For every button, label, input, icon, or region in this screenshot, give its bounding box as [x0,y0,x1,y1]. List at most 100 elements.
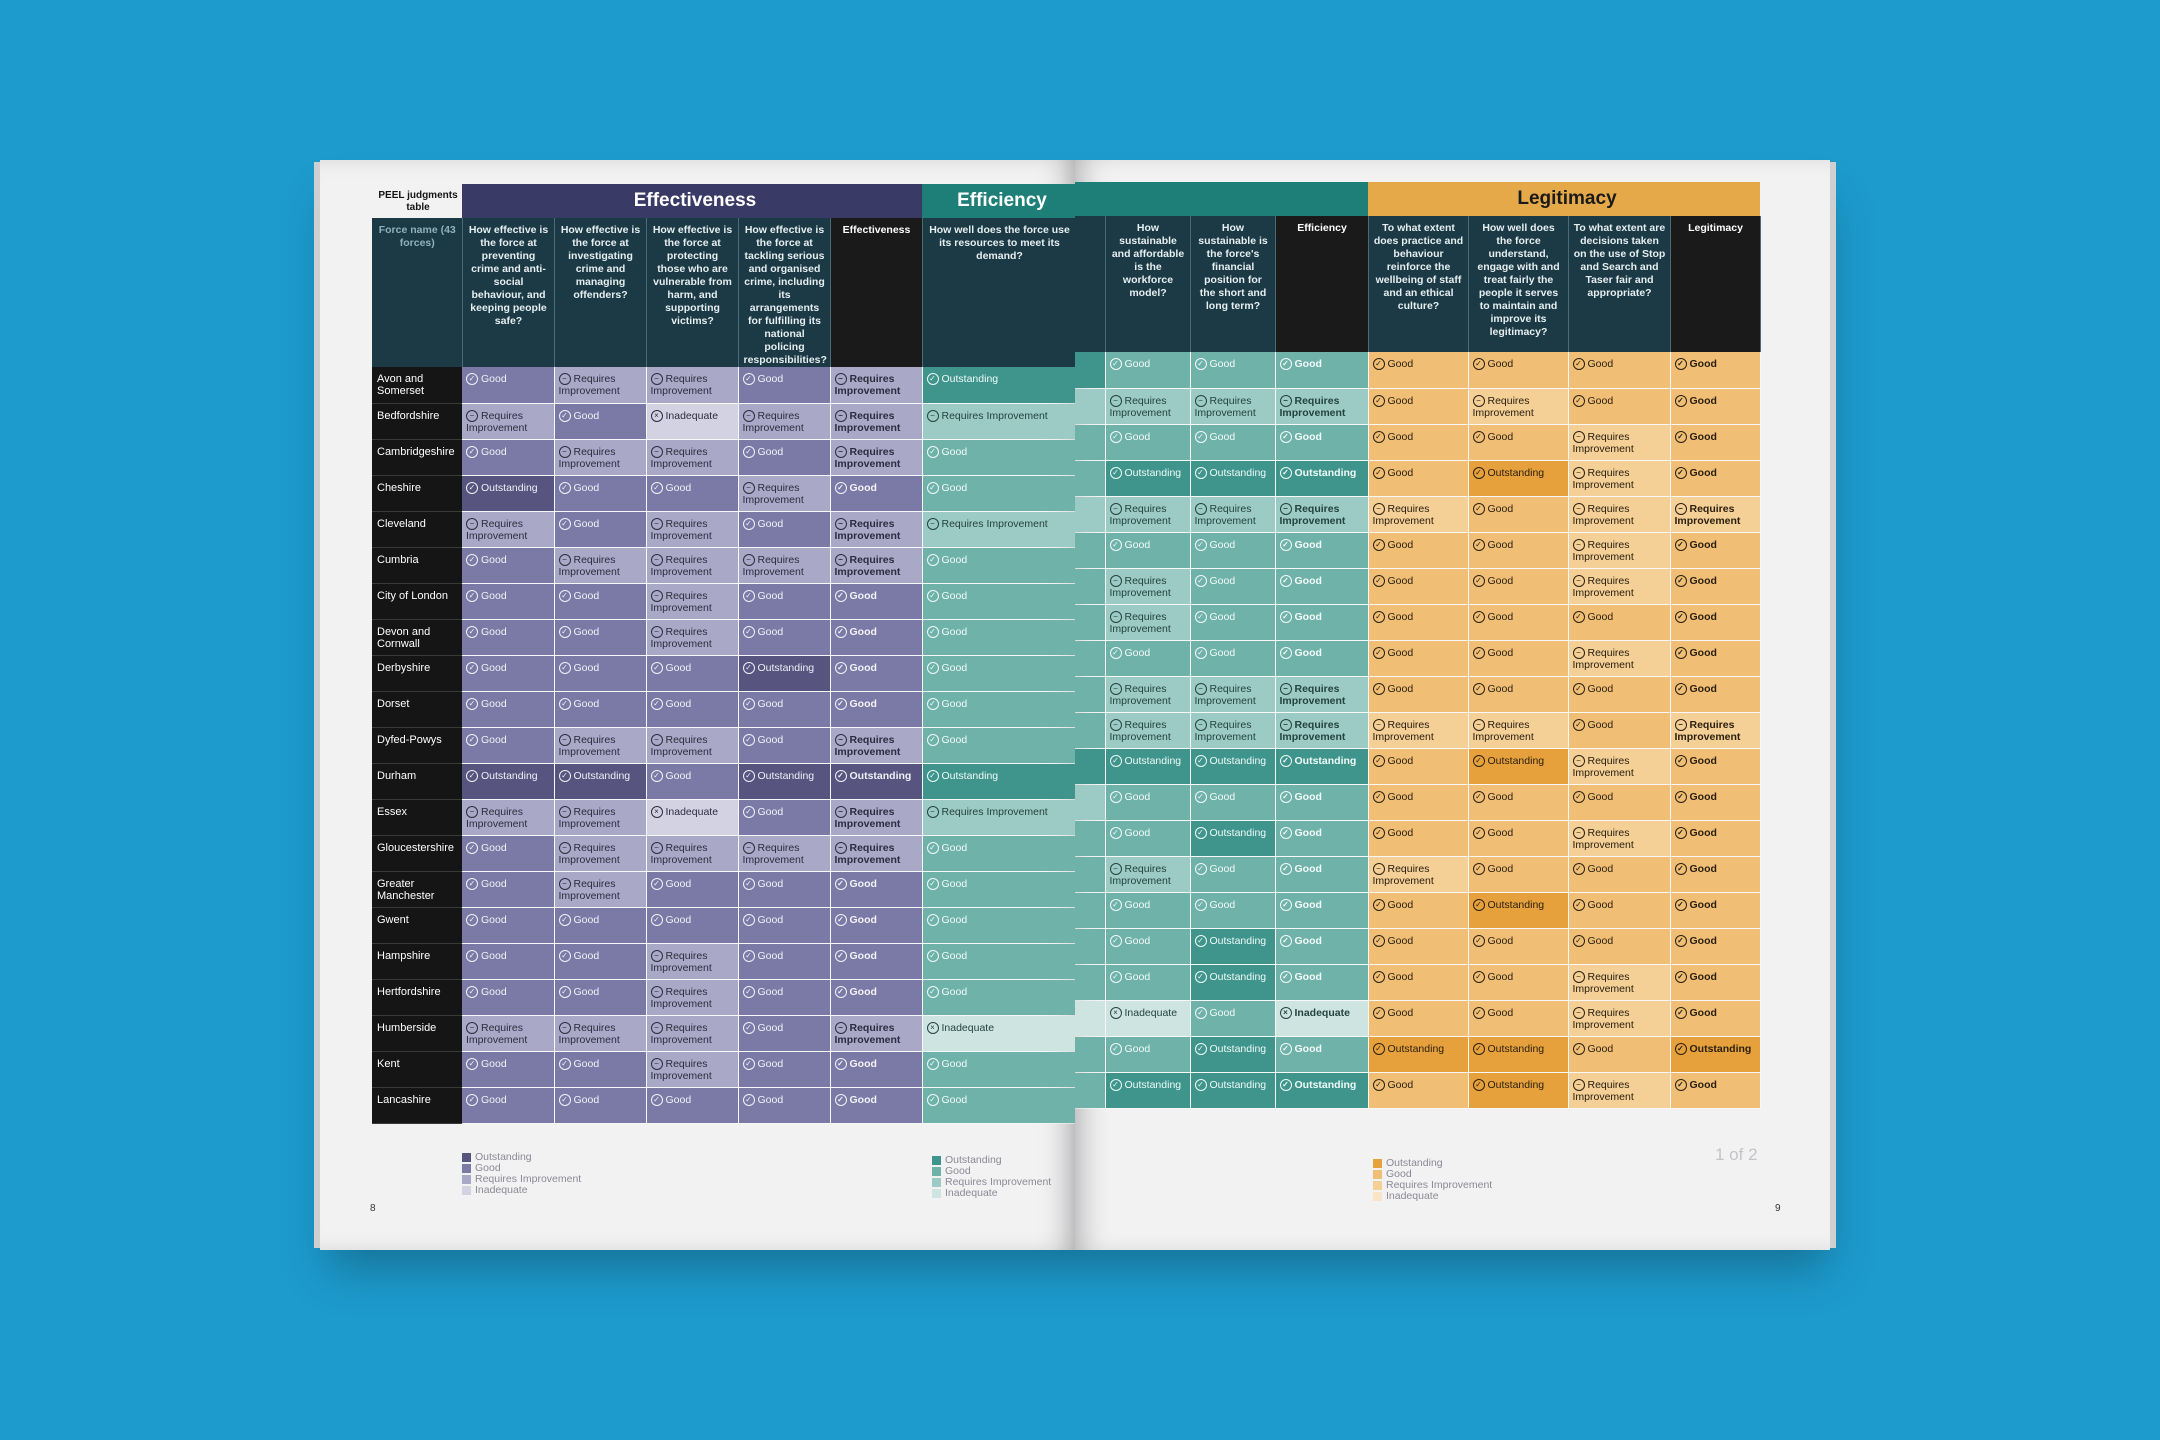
judgment-label: Good [1294,826,1322,839]
force-name: Durham [372,763,462,800]
judgment-icon: ✓ [1472,934,1485,947]
judgment-cell: ✓ Good [554,583,647,620]
question-effi-3: How sustainable is the force's financial… [1190,216,1276,352]
judgment-label: Good [481,733,507,746]
gutter-cell [1075,604,1106,641]
judgment-label: Good [849,913,877,926]
judgment-label: Good [1689,430,1717,443]
judgment-icon: ✓ [1674,1078,1687,1091]
judgment-icon: ✓ [1472,466,1485,479]
judgment-icon: ✓ [926,625,939,638]
judgment-icon: − [1109,682,1122,695]
judgment-icon: ✓ [466,697,478,710]
judgment-icon: ✓ [1572,1042,1585,1055]
judgment-label: Good [757,517,784,530]
question-eff-3: How effective is the force at protecting… [646,218,739,367]
judgment-label: Good [481,877,507,890]
judgment-icon: ✓ [466,733,478,746]
judgment-icon: ✓ [1372,394,1385,407]
gutter-cell [1075,532,1106,569]
legend-item: Inadequate [932,1188,1051,1199]
judgment-cell: ✓ Good [738,799,831,836]
judgment-cell: ✓ Good [1368,1000,1469,1037]
legend-item: Inadequate [462,1185,581,1196]
judgment-label: Requires Improvement [558,553,620,578]
judgment-cell: × Inadequate [1105,1000,1191,1037]
judgment-label: Good [481,553,507,566]
judgment-cell: ✓ Good [1368,352,1469,389]
judgment-icon: ✓ [1109,466,1122,479]
judgment-cell: ✓ Outstanding [1190,1072,1276,1109]
judgment-label: Good [573,985,600,998]
judgment-icon: − [1279,682,1292,695]
judgment-cell: ✓ Good [1468,604,1569,641]
legend-item: Good [932,1166,1051,1177]
judgment-label: Good [941,949,968,962]
judgment-label: Good [1487,790,1514,803]
judgment-icon: ✓ [1194,466,1207,479]
question-eff-2: How effective is the force at investigat… [554,218,647,367]
judgment-icon: × [650,409,663,422]
judgment-cell: ✓ Good [1105,820,1191,857]
page-indicator: 1 of 2 [1715,1145,1758,1164]
band-efficiency: Efficiency [922,184,1075,218]
judgment-cell: ✓ Good [1368,1072,1469,1109]
judgment-icon: ✓ [742,1021,755,1034]
judgment-cell: ✓ Good [830,1051,923,1088]
judgment-icon: ✓ [558,517,571,530]
judgment-cell: − Requires Improvement [646,547,739,584]
judgment-icon: ✓ [742,661,755,674]
judgment-label: Requires Improvement [650,985,712,1010]
judgment-cell: − Requires Improvement [554,727,647,764]
judgment-label: Good [1387,430,1414,443]
table-row: − Requires Improvement − Requires Improveme… [1075,496,1761,533]
judgment-icon: ✓ [1472,1042,1485,1055]
judgment-cell: ✓ Good [1368,748,1469,785]
judgment-cell: ✓ Good [1468,676,1569,713]
judgment-icon: − [1472,394,1485,407]
judgment-label: Good [1387,826,1414,839]
judgment-label: Good [1587,1042,1614,1055]
right-page: Legitimacy How sustainable and affordabl… [1075,160,1830,1250]
judgment-cell: ✓ Good [1670,892,1761,929]
gutter-cell [1075,460,1106,497]
judgment-cell: ✓ Good [1468,928,1569,965]
judgment-label: Good [941,445,968,458]
legend-label: Requires Improvement [945,1176,1052,1188]
judgment-icon: − [1674,718,1687,731]
judgment-cell: ✓ Good [1275,532,1369,569]
judgment-icon: ✓ [1472,574,1485,587]
judgment-icon: ✓ [1279,1078,1292,1091]
judgment-label: Good [665,481,692,494]
judgment-label: Good [1487,358,1514,370]
judgment-label: Good [757,1057,784,1070]
judgment-label: Good [1209,646,1236,659]
force-name: Dyfed-Powys [372,727,462,764]
judgment-label: Good [757,733,784,746]
legend-swatch [462,1153,471,1162]
judgment-label: Requires Improvement [1279,502,1346,527]
judgment-cell: ✓ Good [922,583,1075,620]
question-leg-summary: Legitimacy [1670,216,1761,352]
judgment-icon: ✓ [926,949,939,962]
judgment-cell: − Requires Improvement [646,943,739,980]
legend-label: Inadequate [945,1187,998,1199]
judgment-icon: ✓ [1372,358,1385,370]
gutter-cell [1075,820,1106,857]
question-eff-4: How effective is the force at tackling s… [738,218,831,367]
judgment-label: Outstanding [1689,1042,1752,1055]
judgment-icon: ✓ [834,769,847,782]
judgment-icon: ✓ [742,373,755,385]
judgment-icon: ✓ [926,445,939,458]
judgment-icon: ✓ [926,733,939,746]
judgment-cell: ✓ Good [1190,424,1276,461]
table-row: − Requires Improvement − Requires Improveme… [1075,676,1761,713]
judgment-cell: ✓ Outstanding [1190,460,1276,497]
judgment-label: Good [1689,610,1717,623]
judgment-label: Good [1387,682,1414,695]
table-row: ✓ Outstanding ✓ Outstanding ✓ Outstanding ✓ Goo… [1075,1072,1761,1109]
judgment-icon: ✓ [1572,934,1585,947]
judgment-label: Good [1587,610,1614,623]
force-name: Gwent [372,907,462,944]
judgment-icon: − [650,589,663,602]
